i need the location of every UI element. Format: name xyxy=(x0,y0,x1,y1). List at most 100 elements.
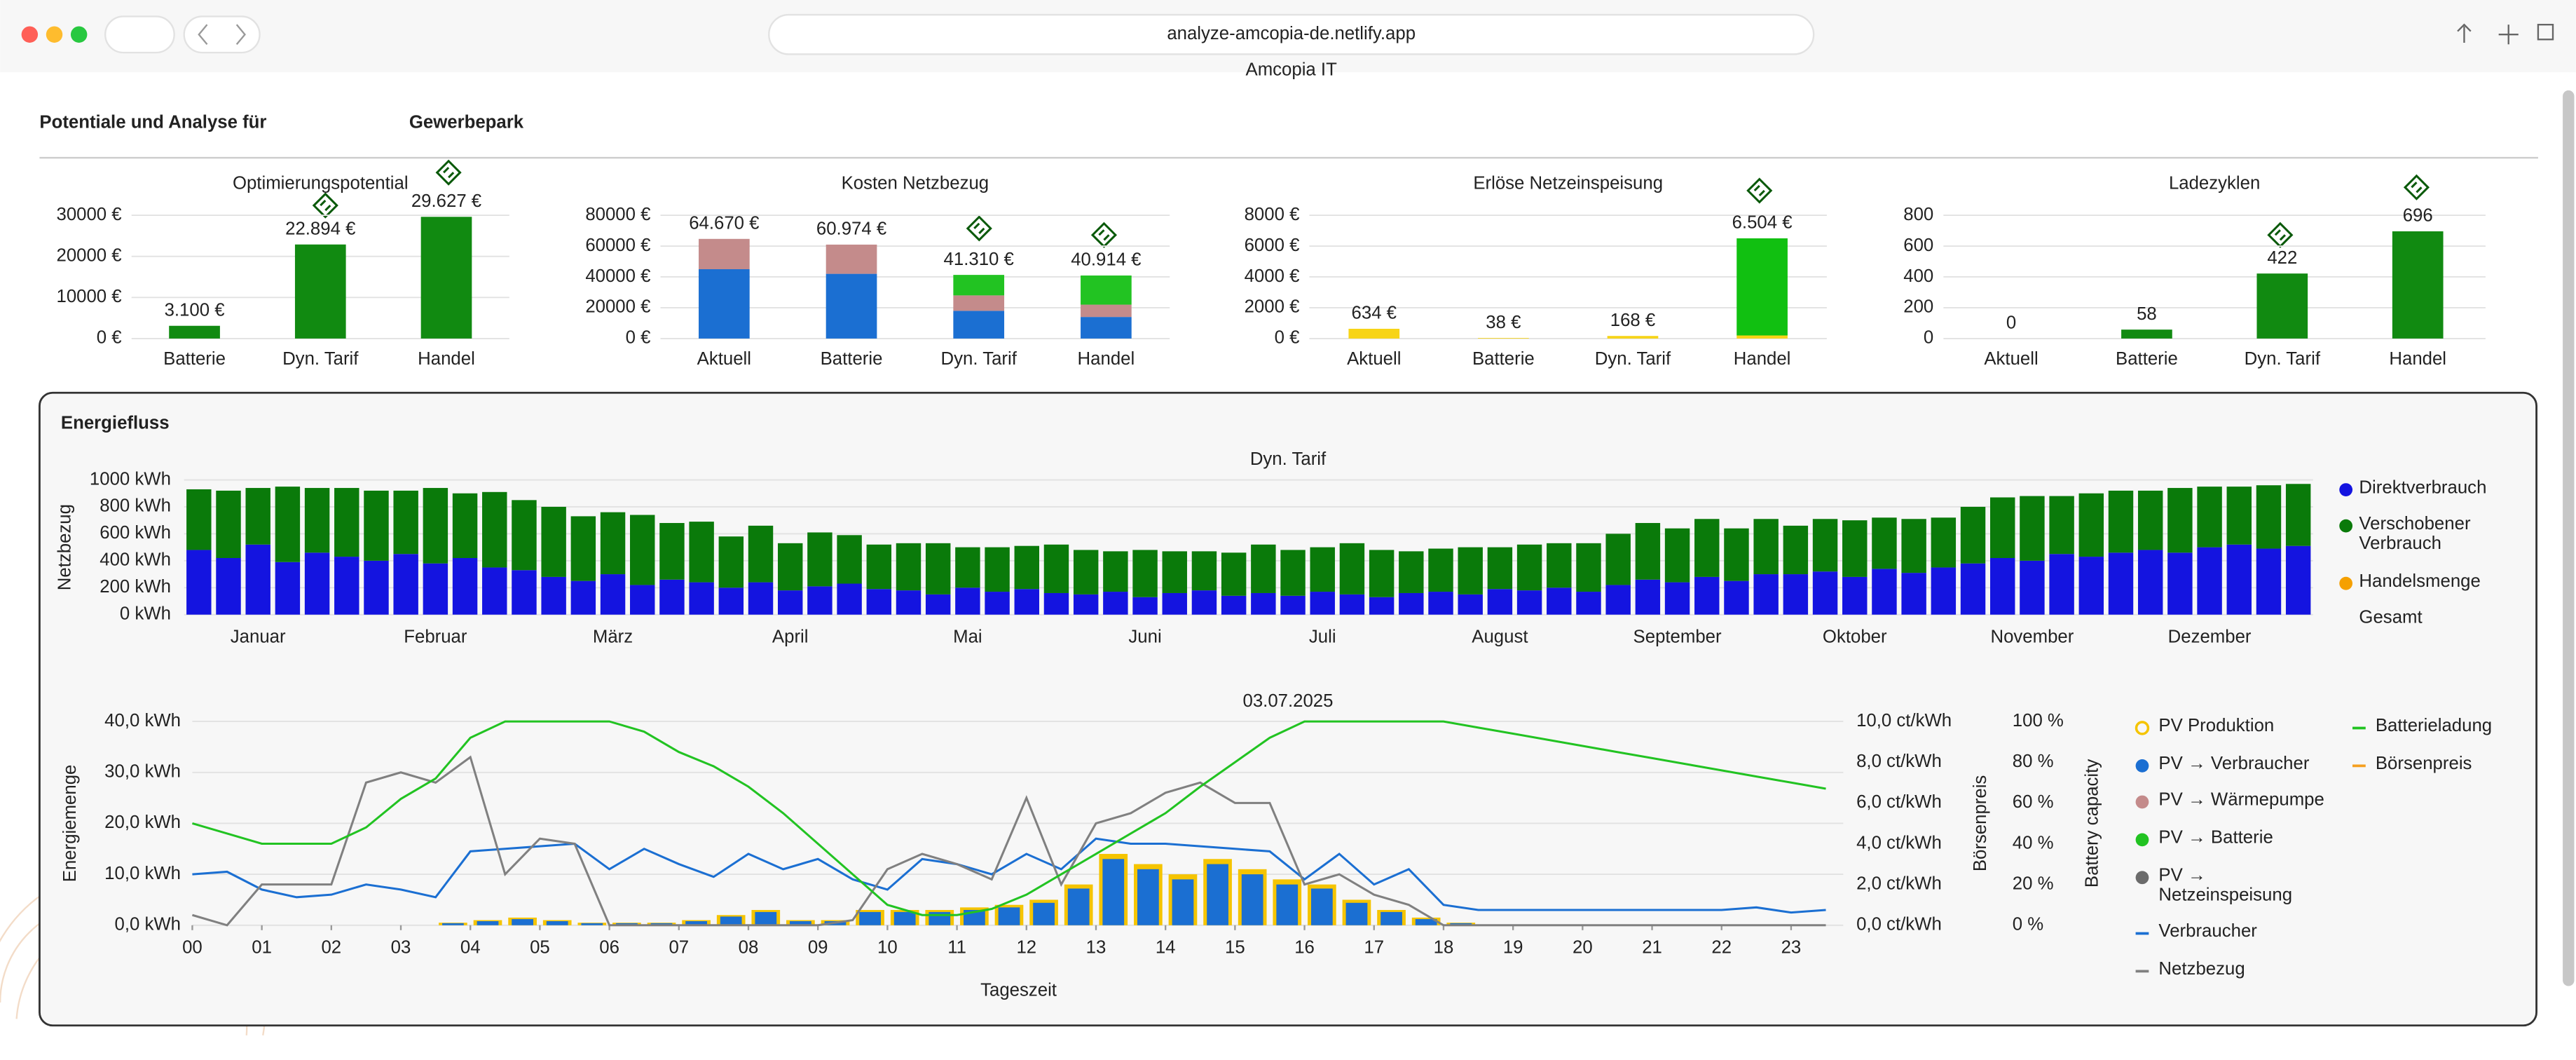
line xyxy=(191,720,1826,916)
bar-segment xyxy=(1516,590,1542,615)
nav-buttons[interactable] xyxy=(183,15,261,54)
bar-segment xyxy=(689,522,714,583)
address-bar[interactable] xyxy=(768,13,1815,55)
bar xyxy=(2121,329,2172,339)
bar-segment xyxy=(2108,490,2134,553)
bar xyxy=(1241,874,1263,925)
bar-segment xyxy=(1547,543,1572,588)
y-tick-label: 30,0 kWh xyxy=(104,762,181,782)
bar-segment xyxy=(482,491,507,568)
value-label: 64.670 € xyxy=(689,213,759,233)
bar-segment xyxy=(1458,547,1483,594)
y-tick-label: 6000 € xyxy=(1245,236,1300,255)
bar-segment xyxy=(777,590,803,615)
toolbar-icons[interactable] xyxy=(2457,23,2519,45)
bar-segment xyxy=(1251,592,1276,615)
bar-segment xyxy=(2108,552,2134,615)
value-label: 40.914 € xyxy=(1071,250,1141,270)
page-title: Potentiale und Analyse für xyxy=(39,113,266,132)
value-label: 634 € xyxy=(1352,304,1397,323)
value-label: 3.100 € xyxy=(165,300,225,320)
value-label: 60.974 € xyxy=(816,219,886,239)
x-tick-label: Batterie xyxy=(1472,349,1535,369)
legend-marker xyxy=(2135,833,2149,847)
bar xyxy=(755,911,777,925)
bar xyxy=(2256,273,2308,339)
x-tick-label: Handel xyxy=(2389,349,2446,369)
y-tick-label: 8000 € xyxy=(1245,205,1300,224)
x-tick-label: 09 xyxy=(808,937,828,957)
bar-segment xyxy=(1428,592,1453,615)
legend-label: Verschobener Verbrauch xyxy=(2359,514,2471,554)
close-button[interactable] xyxy=(21,26,39,43)
legend-item: PV → Netzeinspeisung xyxy=(2158,866,2292,905)
x-tick-label: Aktuell xyxy=(697,349,751,369)
y-tick-label: 400 kWh xyxy=(100,550,171,570)
scrollbar[interactable] xyxy=(2563,90,2575,986)
bar-segment xyxy=(2256,548,2282,615)
x-tick-label: Februar xyxy=(404,627,467,646)
bar-segment xyxy=(1103,592,1128,615)
x-tick-label: Dyn. Tarif xyxy=(282,349,359,369)
bar-segment xyxy=(2285,545,2311,615)
y-tick-label: 200 kWh xyxy=(100,577,171,597)
legend-label: Direktverbrauch xyxy=(2359,478,2487,498)
y-tick-label: 30000 € xyxy=(56,205,121,224)
bar-segment xyxy=(1783,574,1809,615)
bar-segment xyxy=(1081,275,1132,305)
bar-segment xyxy=(1607,336,1659,339)
bar-segment xyxy=(1043,592,1069,615)
bar-segment xyxy=(1458,594,1483,615)
sidebar-button[interactable] xyxy=(104,15,175,54)
bar-segment xyxy=(1103,551,1128,592)
minimize-button[interactable] xyxy=(46,26,63,43)
legend-marker xyxy=(2135,795,2149,809)
x-tick-label: November xyxy=(1990,627,2074,646)
tab-group[interactable]: Amcopia IT xyxy=(1246,60,1338,80)
bar-segment xyxy=(216,490,241,558)
value-label: 422 xyxy=(2267,248,2297,268)
bar xyxy=(1033,902,1055,925)
x-tick-label: März xyxy=(593,627,633,646)
bar-segment xyxy=(1280,595,1306,615)
zoom-button[interactable] xyxy=(70,26,88,43)
bar-segment xyxy=(1191,551,1217,591)
bar-segment xyxy=(1736,335,1788,339)
bar-segment xyxy=(600,574,626,615)
bar-segment xyxy=(1428,548,1453,592)
bar-segment xyxy=(630,515,655,585)
bar-segment xyxy=(570,580,596,615)
bar-segment xyxy=(570,516,596,581)
bar xyxy=(929,911,951,925)
bar-segment xyxy=(541,576,566,615)
bar-segment xyxy=(699,269,750,339)
bar-segment xyxy=(1931,567,1957,615)
bar-segment xyxy=(955,547,980,588)
bar-segment xyxy=(1310,592,1335,615)
y-tick-label: 400 xyxy=(1903,266,1933,286)
x-tick-label: 15 xyxy=(1225,937,1245,957)
bar-segment xyxy=(423,488,448,564)
y-tick-label: 10,0 ct/kWh xyxy=(1856,711,1952,731)
x-tick-label: 22 xyxy=(1711,937,1732,957)
tabs-icon[interactable] xyxy=(2537,23,2554,41)
bar-segment xyxy=(1576,543,1601,592)
nav-arrows xyxy=(198,24,246,46)
bar-segment xyxy=(699,238,750,270)
bar-segment xyxy=(807,532,833,587)
y-tick-label: 0 € xyxy=(1275,328,1300,348)
bar-segment xyxy=(482,567,507,615)
x-tick-label: Batterie xyxy=(163,349,226,369)
bar xyxy=(685,920,707,925)
legend-item: PV → Batterie xyxy=(2158,828,2273,848)
bar-segment xyxy=(985,547,1010,592)
x-tick-label: 11 xyxy=(947,937,966,957)
legend-item: Batterieladung xyxy=(2376,716,2492,736)
bar xyxy=(442,923,464,925)
legend-item: PV → Wärmepumpe xyxy=(2158,791,2324,810)
value-label: 29.627 € xyxy=(411,191,481,211)
line xyxy=(191,755,1826,927)
bar xyxy=(512,919,533,925)
x-tick-label: 19 xyxy=(1503,937,1523,957)
bar-segment xyxy=(1162,592,1187,615)
